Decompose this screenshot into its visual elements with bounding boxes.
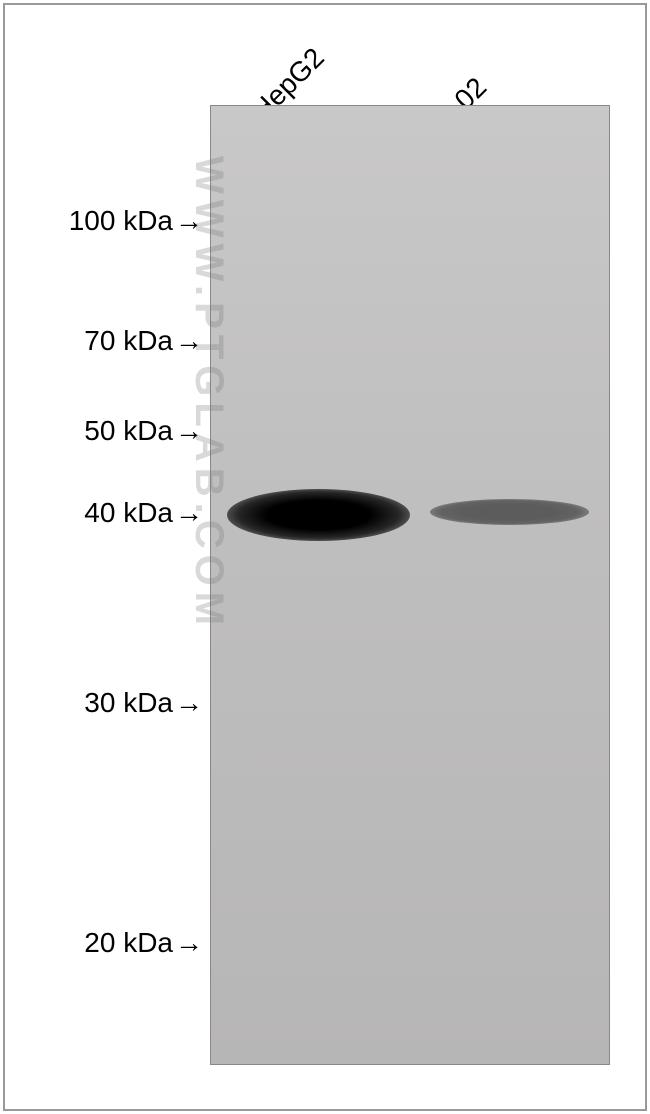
western-blot-membrane: WWW.PTGLAB.COM (210, 105, 610, 1065)
protein-band (430, 499, 589, 525)
mw-text: 100 kDa (69, 205, 173, 236)
protein-band (227, 489, 410, 541)
watermark-text: WWW.PTGLAB.COM (186, 156, 231, 631)
mw-label: 30 kDa→ (58, 687, 203, 719)
mw-label: 50 kDa→ (58, 415, 203, 447)
arrow-icon: → (175, 927, 203, 959)
mw-text: 50 kDa (84, 415, 173, 446)
mw-text: 20 kDa (84, 927, 173, 958)
mw-label: 70 kDa→ (58, 325, 203, 357)
arrow-icon: → (175, 687, 203, 719)
mw-text: 40 kDa (84, 497, 173, 528)
mw-label: 40 kDa→ (58, 497, 203, 529)
mw-label: 100 kDa→ (58, 205, 203, 237)
membrane-background (211, 106, 609, 1064)
mw-text: 70 kDa (84, 325, 173, 356)
mw-label: 20 kDa→ (58, 927, 203, 959)
mw-text: 30 kDa (84, 687, 173, 718)
figure-container: HepG2 L02 100 kDa→ 70 kDa→ 50 kDa→ 40 kD… (0, 0, 650, 1114)
